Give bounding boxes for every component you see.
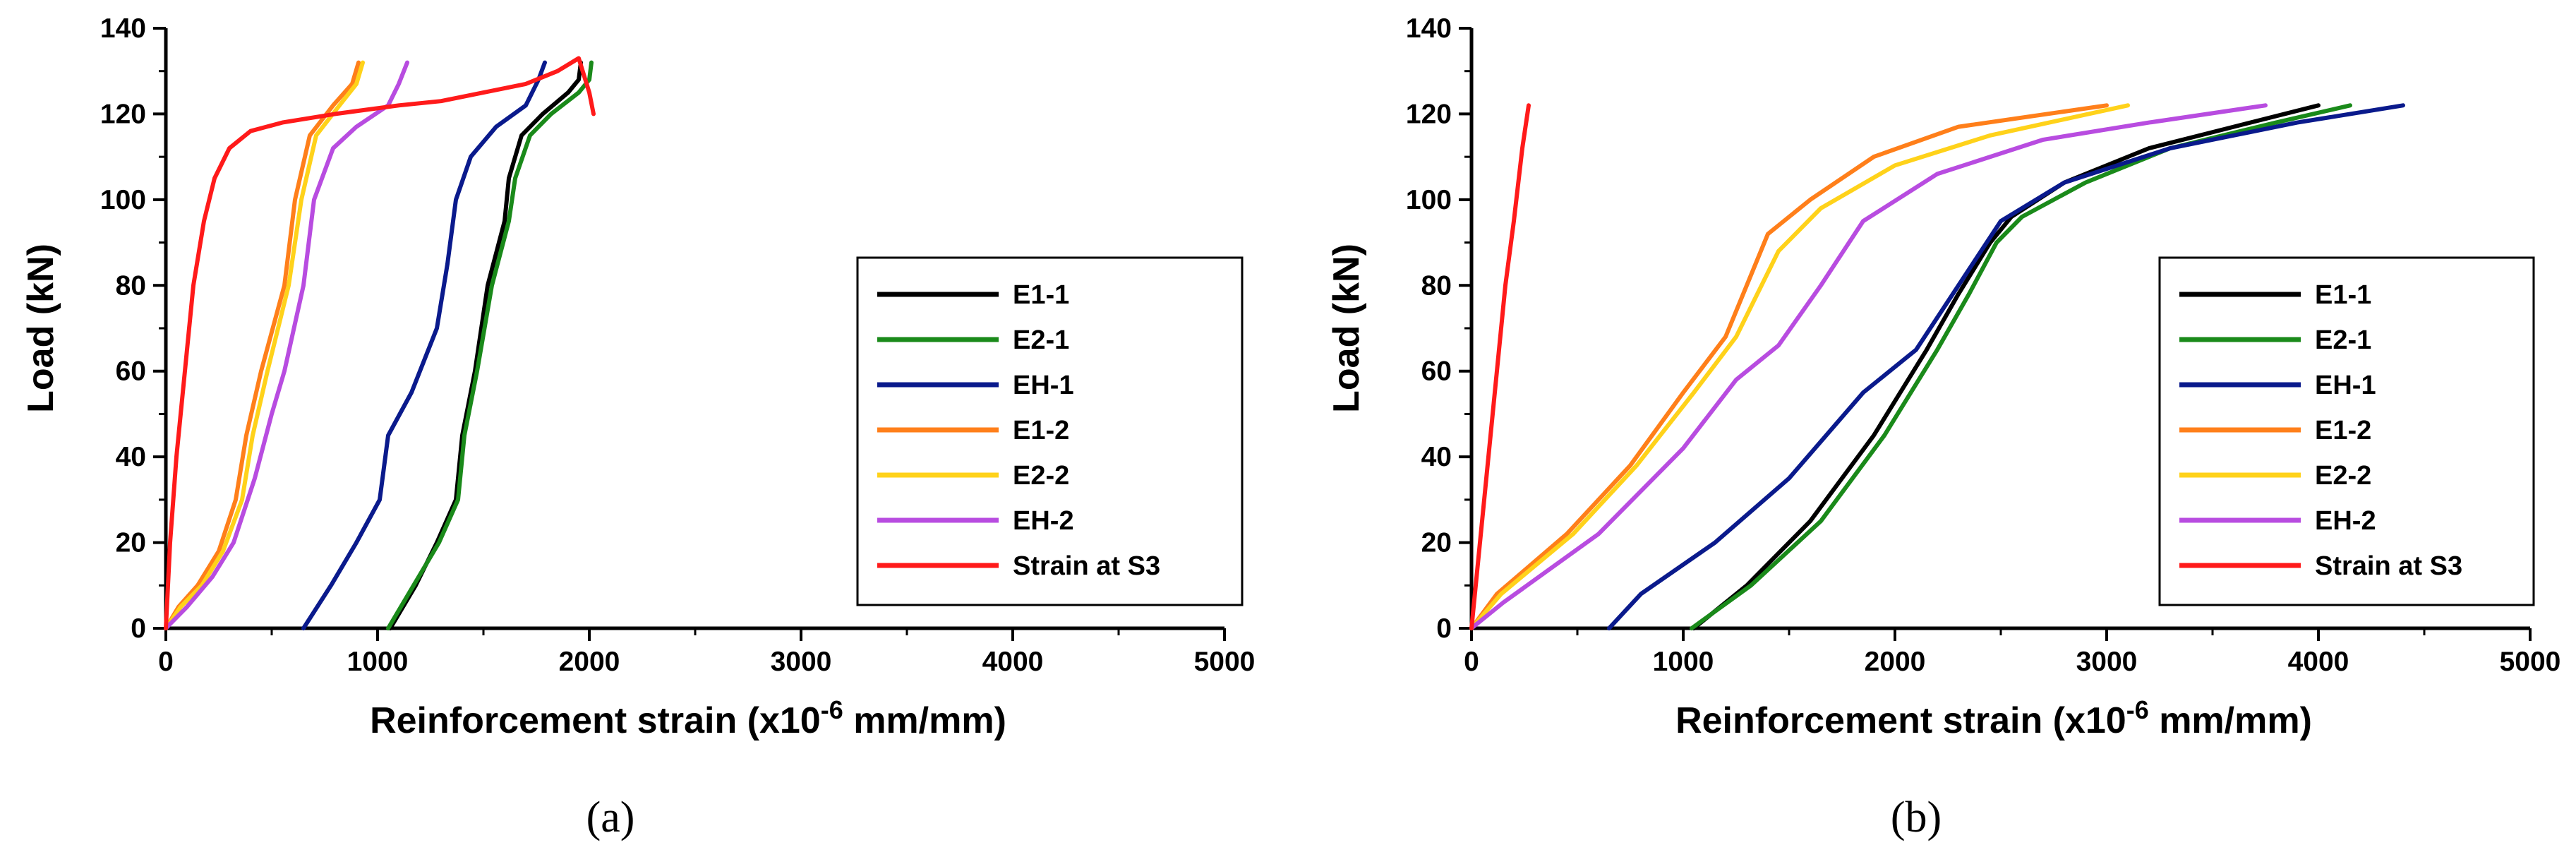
legend-label: E1-1	[2315, 280, 2371, 310]
y-tick-label: 80	[1421, 270, 1452, 301]
legend: E1-1 E2-1 EH-1 E1-2 E2-2 EH-2 Strain at S3	[856, 256, 1244, 606]
y-tick-label: 140	[1406, 13, 1452, 44]
series-line-eh-2	[164, 60, 409, 630]
x-tick-label: 1000	[347, 647, 409, 677]
series-line-e1-2	[1469, 103, 2109, 630]
y-tick-label: 20	[1421, 528, 1452, 558]
series-line-strain-at-s3	[1469, 103, 1531, 630]
series-line-e1-1	[388, 60, 583, 630]
legend-label: E2-1	[2315, 325, 2371, 355]
y-tick-label: 80	[116, 270, 146, 301]
panel-label: (a)	[586, 793, 635, 841]
x-tick-label: 2000	[559, 647, 620, 677]
legend-label: EH-1	[1013, 371, 1074, 400]
x-axis-title: Reinforcement strain (x10-6 mm/mm)	[370, 695, 1006, 741]
y-tick-label: 0	[131, 613, 146, 644]
legend-label: E2-1	[1013, 325, 1069, 355]
y-tick-label: 140	[100, 13, 146, 44]
y-tick-label: 0	[1436, 613, 1452, 644]
y-tick-label: 40	[1421, 442, 1452, 472]
x-axis-title-superscript: -6	[821, 695, 843, 724]
legend-label: E2-2	[2315, 461, 2371, 491]
y-tick-label: 100	[1406, 185, 1452, 215]
y-tick-label: 60	[1421, 356, 1452, 387]
series-line-eh-2	[1469, 103, 2268, 630]
y-tick-label: 100	[100, 185, 146, 215]
legend-label: EH-1	[2315, 371, 2376, 400]
legend-label: Strain at S3	[2315, 551, 2462, 581]
chart-panel-b: 0 20 40 60 80 100 120 140 0 1000 2000 3000 4000 5000 L…	[1326, 13, 2560, 841]
x-axis-title-main: Reinforcement strain (x10	[1675, 700, 2126, 741]
x-tick-label: 4000	[982, 647, 1044, 677]
x-axis-title-units: mm/mm)	[843, 700, 1006, 741]
legend-label: EH-2	[1013, 506, 1074, 536]
y-tick-label: 60	[116, 356, 146, 387]
y-tick-label: 20	[116, 528, 146, 558]
x-tick-label: 3000	[771, 647, 832, 677]
panel-label: (b)	[1891, 793, 1942, 841]
legend-label: E1-2	[1013, 416, 1069, 445]
series-line-e2-2	[164, 60, 365, 630]
series-line-eh-1	[1607, 103, 2405, 630]
series-line-e2-1	[386, 60, 594, 630]
chart-panel-a: 0 20 40 60 80 100 120 140 0 1000 2000 3000 4000 5000 L…	[20, 13, 1255, 841]
legend-label: E1-2	[2315, 416, 2371, 445]
y-tick-label: 120	[1406, 99, 1452, 129]
x-tick-label: 5000	[1194, 647, 1256, 677]
series-line-e2-2	[1469, 103, 2130, 630]
x-tick-label: 4000	[2288, 647, 2349, 677]
x-axis-title-superscript: -6	[2126, 695, 2149, 724]
legend-label: E1-1	[1013, 280, 1069, 310]
x-tick-label: 1000	[1653, 647, 1714, 677]
legend: E1-1 E2-1 EH-1 E1-2 E2-2 EH-2 Strain at S3	[2158, 256, 2535, 606]
x-axis-title-main: Reinforcement strain (x10	[370, 700, 821, 741]
series-line-eh-1	[301, 60, 547, 630]
x-tick-label: 0	[1464, 647, 1479, 677]
series-line-e1-1	[1692, 103, 2321, 630]
y-tick-label: 120	[100, 99, 146, 129]
y-tick-label: 40	[116, 442, 146, 472]
x-axis-title-units: mm/mm)	[2149, 700, 2312, 741]
x-tick-label: 5000	[2500, 647, 2561, 677]
x-axis-title: Reinforcement strain (x10-6 mm/mm)	[1675, 695, 2312, 741]
series-line-e1-2	[164, 60, 361, 630]
legend-label: EH-2	[2315, 506, 2376, 536]
legend-label: Strain at S3	[1013, 551, 1160, 581]
x-tick-label: 3000	[2076, 647, 2138, 677]
x-tick-label: 0	[158, 647, 174, 677]
y-axis-title: Load (kN)	[20, 244, 61, 413]
x-tick-label: 2000	[1865, 647, 1926, 677]
y-axis-title: Load (kN)	[1326, 244, 1367, 413]
series-line-strain-at-s3	[164, 56, 596, 630]
legend-label: E2-2	[1013, 461, 1069, 491]
